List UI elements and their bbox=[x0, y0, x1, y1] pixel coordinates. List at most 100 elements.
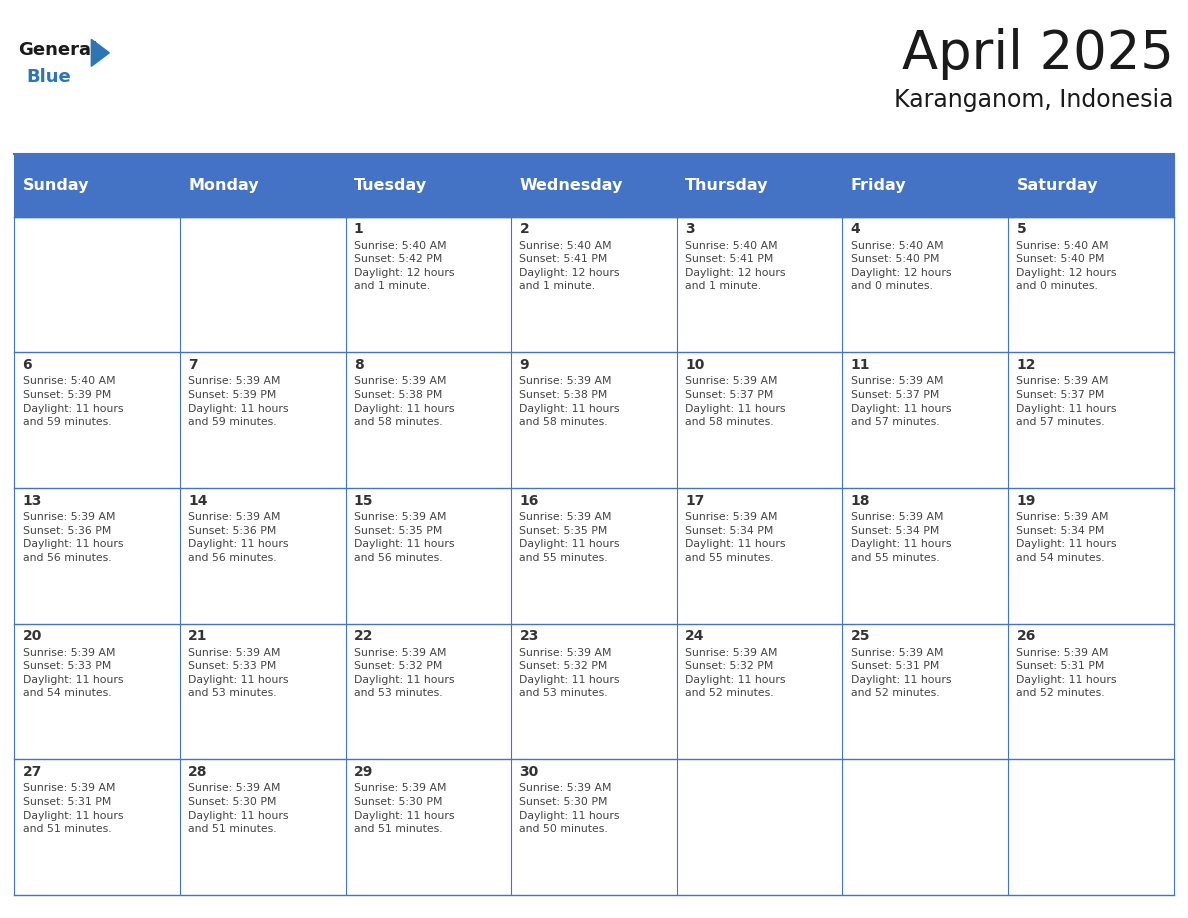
Bar bbox=[677, 488, 842, 623]
Bar bbox=[842, 488, 1009, 623]
Text: 26: 26 bbox=[1017, 629, 1036, 644]
Bar bbox=[14, 217, 179, 353]
Text: Sunrise: 5:39 AM
Sunset: 5:37 PM
Daylight: 11 hours
and 58 minutes.: Sunrise: 5:39 AM Sunset: 5:37 PM Dayligh… bbox=[685, 376, 785, 427]
Bar bbox=[14, 623, 179, 759]
Text: Sunrise: 5:39 AM
Sunset: 5:31 PM
Daylight: 11 hours
and 51 minutes.: Sunrise: 5:39 AM Sunset: 5:31 PM Dayligh… bbox=[23, 783, 124, 834]
Text: 14: 14 bbox=[188, 494, 208, 508]
Bar bbox=[1009, 623, 1174, 759]
Text: Sunrise: 5:39 AM
Sunset: 5:36 PM
Daylight: 11 hours
and 56 minutes.: Sunrise: 5:39 AM Sunset: 5:36 PM Dayligh… bbox=[23, 512, 124, 563]
Text: Blue: Blue bbox=[27, 68, 71, 86]
Text: 30: 30 bbox=[519, 765, 538, 778]
Bar bbox=[179, 488, 346, 623]
Text: Sunrise: 5:39 AM
Sunset: 5:36 PM
Daylight: 11 hours
and 56 minutes.: Sunrise: 5:39 AM Sunset: 5:36 PM Dayligh… bbox=[188, 512, 289, 563]
Text: Sunrise: 5:39 AM
Sunset: 5:31 PM
Daylight: 11 hours
and 52 minutes.: Sunrise: 5:39 AM Sunset: 5:31 PM Dayligh… bbox=[1017, 648, 1117, 699]
Polygon shape bbox=[91, 39, 109, 66]
Text: Sunrise: 5:39 AM
Sunset: 5:35 PM
Daylight: 11 hours
and 55 minutes.: Sunrise: 5:39 AM Sunset: 5:35 PM Dayligh… bbox=[519, 512, 620, 563]
Text: Sunrise: 5:39 AM
Sunset: 5:35 PM
Daylight: 11 hours
and 56 minutes.: Sunrise: 5:39 AM Sunset: 5:35 PM Dayligh… bbox=[354, 512, 454, 563]
Bar bbox=[346, 217, 511, 353]
Bar bbox=[511, 759, 677, 895]
Text: 28: 28 bbox=[188, 765, 208, 778]
Text: Sunrise: 5:39 AM
Sunset: 5:34 PM
Daylight: 11 hours
and 55 minutes.: Sunrise: 5:39 AM Sunset: 5:34 PM Dayligh… bbox=[685, 512, 785, 563]
Bar bbox=[14, 488, 179, 623]
Text: Sunrise: 5:39 AM
Sunset: 5:33 PM
Daylight: 11 hours
and 54 minutes.: Sunrise: 5:39 AM Sunset: 5:33 PM Dayligh… bbox=[23, 648, 124, 699]
Text: 29: 29 bbox=[354, 765, 373, 778]
Bar bbox=[677, 154, 842, 217]
Text: Sunrise: 5:39 AM
Sunset: 5:31 PM
Daylight: 11 hours
and 52 minutes.: Sunrise: 5:39 AM Sunset: 5:31 PM Dayligh… bbox=[851, 648, 952, 699]
Text: 17: 17 bbox=[685, 494, 704, 508]
Text: 8: 8 bbox=[354, 358, 364, 372]
Text: Sunrise: 5:39 AM
Sunset: 5:33 PM
Daylight: 11 hours
and 53 minutes.: Sunrise: 5:39 AM Sunset: 5:33 PM Dayligh… bbox=[188, 648, 289, 699]
Text: Sunrise: 5:40 AM
Sunset: 5:41 PM
Daylight: 12 hours
and 1 minute.: Sunrise: 5:40 AM Sunset: 5:41 PM Dayligh… bbox=[685, 241, 785, 291]
Bar bbox=[511, 217, 677, 353]
Bar bbox=[179, 759, 346, 895]
Text: 3: 3 bbox=[685, 222, 695, 236]
Bar bbox=[1009, 154, 1174, 217]
Bar bbox=[1009, 217, 1174, 353]
Bar bbox=[346, 759, 511, 895]
Text: Saturday: Saturday bbox=[1017, 178, 1098, 193]
Text: 11: 11 bbox=[851, 358, 871, 372]
Text: 16: 16 bbox=[519, 494, 539, 508]
Text: Sunrise: 5:39 AM
Sunset: 5:32 PM
Daylight: 11 hours
and 52 minutes.: Sunrise: 5:39 AM Sunset: 5:32 PM Dayligh… bbox=[685, 648, 785, 699]
Bar bbox=[677, 353, 842, 488]
Text: 20: 20 bbox=[23, 629, 42, 644]
Bar bbox=[842, 353, 1009, 488]
Text: 27: 27 bbox=[23, 765, 42, 778]
Text: 25: 25 bbox=[851, 629, 871, 644]
Bar bbox=[842, 623, 1009, 759]
Bar bbox=[677, 759, 842, 895]
Bar bbox=[677, 217, 842, 353]
Text: Sunrise: 5:39 AM
Sunset: 5:30 PM
Daylight: 11 hours
and 51 minutes.: Sunrise: 5:39 AM Sunset: 5:30 PM Dayligh… bbox=[354, 783, 454, 834]
Text: 9: 9 bbox=[519, 358, 529, 372]
Text: 23: 23 bbox=[519, 629, 539, 644]
Text: 10: 10 bbox=[685, 358, 704, 372]
Text: Sunrise: 5:39 AM
Sunset: 5:38 PM
Daylight: 11 hours
and 58 minutes.: Sunrise: 5:39 AM Sunset: 5:38 PM Dayligh… bbox=[354, 376, 454, 427]
Text: Sunrise: 5:39 AM
Sunset: 5:38 PM
Daylight: 11 hours
and 58 minutes.: Sunrise: 5:39 AM Sunset: 5:38 PM Dayligh… bbox=[519, 376, 620, 427]
Bar bbox=[179, 353, 346, 488]
Bar bbox=[14, 759, 179, 895]
Text: Thursday: Thursday bbox=[685, 178, 769, 193]
Text: Monday: Monday bbox=[188, 178, 259, 193]
Text: 22: 22 bbox=[354, 629, 373, 644]
Bar bbox=[1009, 759, 1174, 895]
Bar bbox=[14, 154, 179, 217]
Bar bbox=[1009, 353, 1174, 488]
Text: 4: 4 bbox=[851, 222, 860, 236]
Text: Friday: Friday bbox=[851, 178, 906, 193]
Bar bbox=[842, 217, 1009, 353]
Text: 7: 7 bbox=[188, 358, 198, 372]
Text: Sunrise: 5:39 AM
Sunset: 5:37 PM
Daylight: 11 hours
and 57 minutes.: Sunrise: 5:39 AM Sunset: 5:37 PM Dayligh… bbox=[1017, 376, 1117, 427]
Text: Sunrise: 5:39 AM
Sunset: 5:34 PM
Daylight: 11 hours
and 54 minutes.: Sunrise: 5:39 AM Sunset: 5:34 PM Dayligh… bbox=[1017, 512, 1117, 563]
Text: 12: 12 bbox=[1017, 358, 1036, 372]
Bar bbox=[842, 154, 1009, 217]
Bar bbox=[511, 488, 677, 623]
Bar bbox=[14, 353, 179, 488]
Text: 21: 21 bbox=[188, 629, 208, 644]
Text: Sunrise: 5:40 AM
Sunset: 5:42 PM
Daylight: 12 hours
and 1 minute.: Sunrise: 5:40 AM Sunset: 5:42 PM Dayligh… bbox=[354, 241, 454, 291]
Text: 19: 19 bbox=[1017, 494, 1036, 508]
Text: Sunrise: 5:40 AM
Sunset: 5:41 PM
Daylight: 12 hours
and 1 minute.: Sunrise: 5:40 AM Sunset: 5:41 PM Dayligh… bbox=[519, 241, 620, 291]
Text: Sunrise: 5:40 AM
Sunset: 5:39 PM
Daylight: 11 hours
and 59 minutes.: Sunrise: 5:40 AM Sunset: 5:39 PM Dayligh… bbox=[23, 376, 124, 427]
Text: 24: 24 bbox=[685, 629, 704, 644]
Text: 1: 1 bbox=[354, 222, 364, 236]
Text: 5: 5 bbox=[1017, 222, 1026, 236]
Bar bbox=[511, 623, 677, 759]
Text: Sunrise: 5:39 AM
Sunset: 5:39 PM
Daylight: 11 hours
and 59 minutes.: Sunrise: 5:39 AM Sunset: 5:39 PM Dayligh… bbox=[188, 376, 289, 427]
Text: Sunday: Sunday bbox=[23, 178, 89, 193]
Bar bbox=[179, 154, 346, 217]
Text: Sunrise: 5:40 AM
Sunset: 5:40 PM
Daylight: 12 hours
and 0 minutes.: Sunrise: 5:40 AM Sunset: 5:40 PM Dayligh… bbox=[851, 241, 952, 291]
Bar bbox=[677, 623, 842, 759]
Text: Sunrise: 5:39 AM
Sunset: 5:32 PM
Daylight: 11 hours
and 53 minutes.: Sunrise: 5:39 AM Sunset: 5:32 PM Dayligh… bbox=[519, 648, 620, 699]
Bar bbox=[179, 217, 346, 353]
Text: 2: 2 bbox=[519, 222, 529, 236]
Text: Sunrise: 5:40 AM
Sunset: 5:40 PM
Daylight: 12 hours
and 0 minutes.: Sunrise: 5:40 AM Sunset: 5:40 PM Dayligh… bbox=[1017, 241, 1117, 291]
Bar bbox=[179, 623, 346, 759]
Text: Tuesday: Tuesday bbox=[354, 178, 426, 193]
Text: Sunrise: 5:39 AM
Sunset: 5:34 PM
Daylight: 11 hours
and 55 minutes.: Sunrise: 5:39 AM Sunset: 5:34 PM Dayligh… bbox=[851, 512, 952, 563]
Text: General: General bbox=[18, 41, 97, 60]
Text: Wednesday: Wednesday bbox=[519, 178, 623, 193]
Bar bbox=[346, 488, 511, 623]
Text: Sunrise: 5:39 AM
Sunset: 5:30 PM
Daylight: 11 hours
and 51 minutes.: Sunrise: 5:39 AM Sunset: 5:30 PM Dayligh… bbox=[188, 783, 289, 834]
Bar bbox=[511, 154, 677, 217]
Bar bbox=[511, 353, 677, 488]
